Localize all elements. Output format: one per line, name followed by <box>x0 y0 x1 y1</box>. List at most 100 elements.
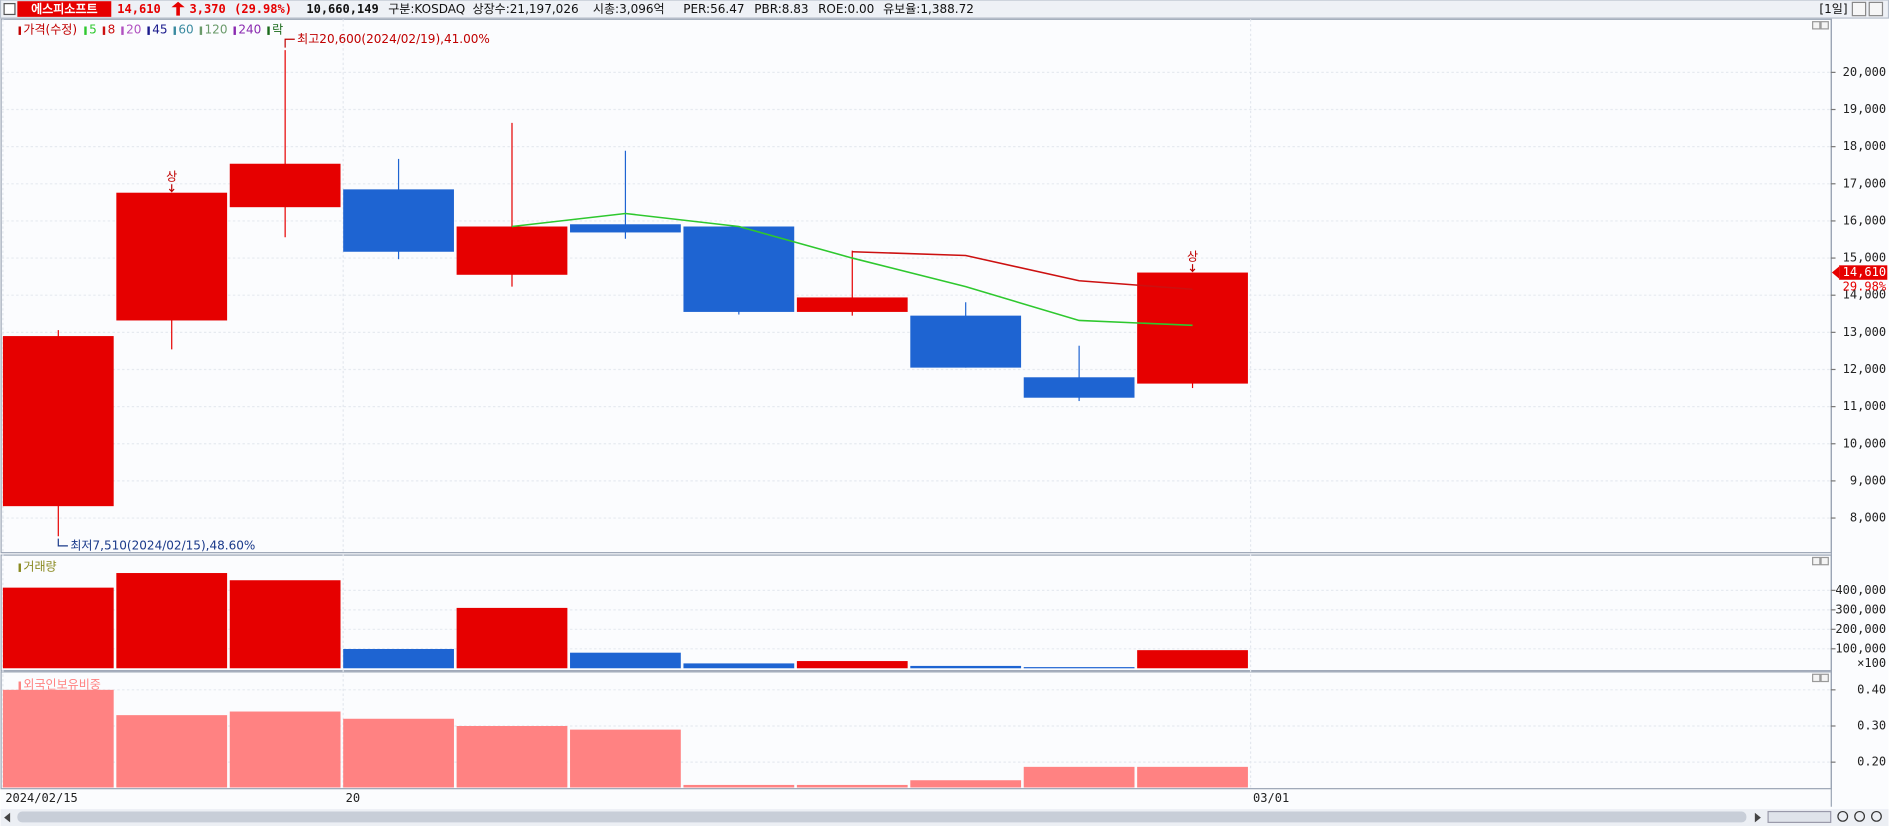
y-tick-label: 0.40 <box>1857 682 1886 696</box>
bar <box>1023 667 1135 669</box>
change: 3,370 <box>190 2 226 16</box>
x-tick-label: 2024/02/15 <box>5 791 77 805</box>
y-tick-label: 300,000 <box>1835 602 1886 616</box>
panel-button[interactable] <box>1812 673 1821 683</box>
bar <box>1137 650 1248 669</box>
reserve: 유보율:1,388.72 <box>883 2 974 16</box>
panel-button[interactable] <box>1812 556 1821 566</box>
bar <box>456 607 568 669</box>
bar <box>910 780 1022 788</box>
plot: 8,000 9,000 10,000 11,000 12,000 13,000 14,000… <box>1 19 1888 805</box>
panel-title: 가격(수정) <box>23 23 77 37</box>
zoom-button[interactable] <box>1854 810 1866 822</box>
candle-body <box>456 226 568 275</box>
limit-up-label: 상 <box>1187 249 1198 263</box>
zoom-button[interactable] <box>1837 810 1849 822</box>
window-button[interactable] <box>1868 1 1884 17</box>
low-annotation: 최저7,510(2024/02/15),48.60% <box>70 538 255 552</box>
y-tick-label: 12,000 <box>1843 362 1886 376</box>
bar <box>570 729 681 788</box>
bar <box>229 580 341 669</box>
legend-label: 20 <box>126 23 141 37</box>
candle-body <box>570 224 681 233</box>
annotation-arrow <box>284 38 295 48</box>
scrollbar-thumb[interactable] <box>17 811 1747 823</box>
checkbox[interactable] <box>3 3 16 16</box>
up-arrow <box>171 1 185 16</box>
panel-button[interactable] <box>1820 673 1829 683</box>
y-tick-label: 10,000 <box>1843 436 1886 450</box>
bar <box>343 648 454 669</box>
limit-up-arrow <box>1189 264 1196 273</box>
price: 14,610 <box>117 2 160 16</box>
candle-body <box>116 192 228 321</box>
y-tick-label: 8,000 <box>1850 511 1886 525</box>
limit-up-label: 상 <box>166 170 177 184</box>
legend-label: 45 <box>152 23 167 37</box>
y-tick-label: 9,000 <box>1850 473 1886 487</box>
moving-average-line <box>511 212 1193 327</box>
bar <box>343 718 454 788</box>
window-button[interactable] <box>1851 1 1867 17</box>
y-tick-label: 20,000 <box>1843 65 1886 79</box>
y-tick-label: 13,000 <box>1843 325 1886 339</box>
period-button[interactable]: [1일] <box>1819 2 1847 16</box>
panel-buttons <box>1812 21 1829 683</box>
per: PER:56.47 <box>683 2 744 16</box>
bar <box>116 715 228 788</box>
bar <box>2 587 114 669</box>
panel-button[interactable] <box>1820 21 1829 30</box>
scroll-right[interactable] <box>1754 812 1761 823</box>
candle-body <box>1023 377 1135 398</box>
bar <box>683 663 795 669</box>
candle-body <box>2 336 114 507</box>
bar <box>683 784 795 788</box>
moving-average-line <box>852 250 1193 291</box>
legend-label: 120 <box>205 23 228 37</box>
legend-label: 240 <box>238 23 261 37</box>
price-pointer <box>1831 266 1840 279</box>
legend-swatch <box>147 26 150 35</box>
panel-button[interactable] <box>1812 21 1821 30</box>
annotation-arrow <box>57 538 68 547</box>
zoom-slider[interactable] <box>1767 810 1832 823</box>
panel-title: 외국인보유비중 <box>23 678 100 692</box>
legend-label: 8 <box>108 23 116 37</box>
y-tick-label: 16,000 <box>1843 213 1886 227</box>
y-tick-label: 200,000 <box>1835 622 1886 636</box>
candle-body <box>683 226 795 312</box>
bar <box>456 725 568 788</box>
market: 구분:KOSDAQ <box>388 2 465 16</box>
market-cap: 시총:3,096억 <box>593 2 665 16</box>
legend-swatch <box>267 26 270 35</box>
change-rate: (29.98%) <box>234 2 292 16</box>
candle-body <box>229 163 341 208</box>
scroll-left[interactable] <box>4 812 11 823</box>
bar <box>796 661 908 669</box>
price-box <box>1839 265 1888 280</box>
x-tick-label: 03/01 <box>1253 791 1289 805</box>
legend-swatch <box>121 26 124 35</box>
legend-label: 60 <box>178 23 193 37</box>
bar <box>2 689 114 788</box>
zoom-buttons <box>1837 810 1882 822</box>
zoom-button[interactable] <box>1871 810 1882 822</box>
panel-button[interactable] <box>1820 556 1829 566</box>
y-tick-label: 18,000 <box>1843 139 1886 153</box>
shares: 상장수:21,197,026 <box>473 2 579 16</box>
legend-label: 락 <box>272 23 283 37</box>
y-tick-label: 19,000 <box>1843 102 1886 116</box>
legend-swatch <box>18 563 21 572</box>
limit-up-arrow <box>168 184 175 193</box>
y-tick-label: 11,000 <box>1843 399 1886 413</box>
legend-label: 5 <box>89 23 97 37</box>
candle-body <box>910 315 1022 368</box>
bar <box>229 711 341 788</box>
bar <box>910 665 1022 669</box>
roe: ROE:0.00 <box>818 2 874 16</box>
legend-swatch <box>84 26 87 35</box>
bar <box>1137 766 1248 788</box>
y-tick-label: 100,000 <box>1835 641 1886 655</box>
y-tick-label: 400,000 <box>1835 583 1886 597</box>
